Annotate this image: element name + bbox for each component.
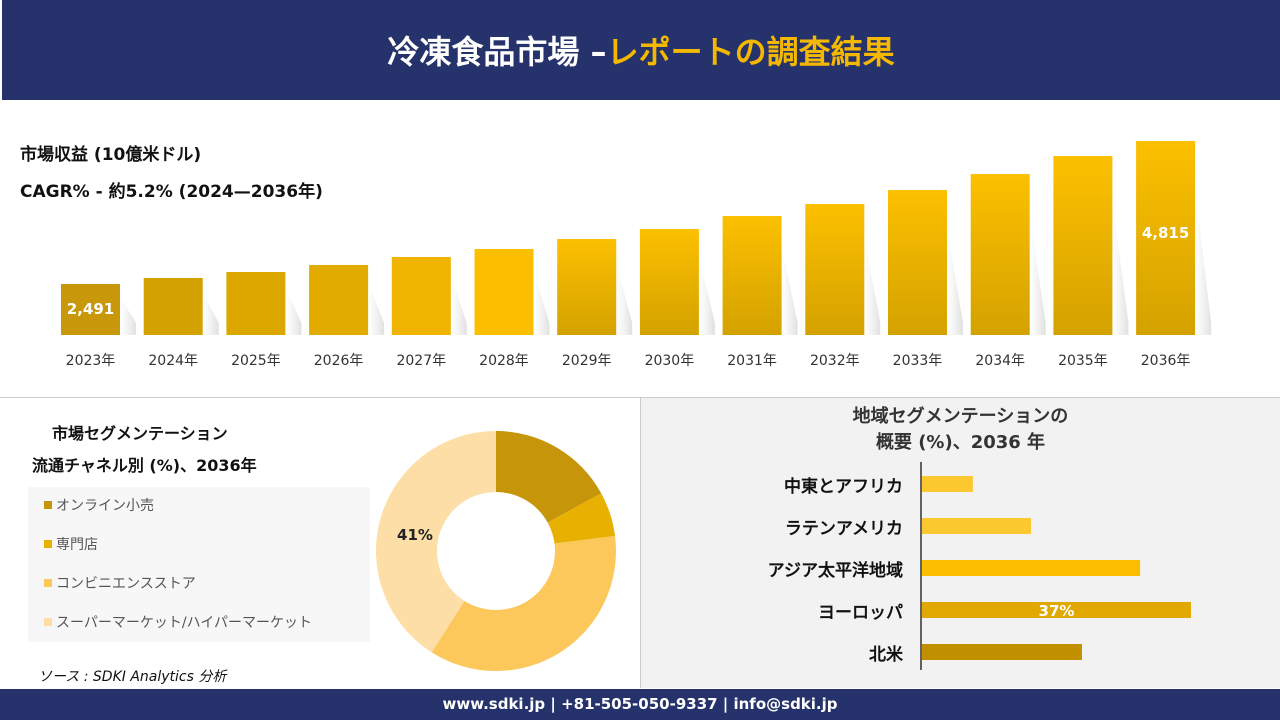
revenue-bar [226, 272, 286, 335]
year-label: 2036年 [1141, 353, 1191, 369]
bar-shadow [533, 270, 550, 335]
channel-title-1: 市場セグメンテーション [52, 424, 228, 443]
cagr-text: CAGR% - 約5.2% (2024—2036年) [20, 182, 323, 202]
legend-item: コンビニエンスストア [44, 573, 196, 593]
bar-shadow [1112, 200, 1129, 335]
region-bar-chart: 37% [920, 462, 1191, 670]
legend-swatch [44, 501, 52, 509]
region-label: 中東とアフリカ [784, 477, 903, 497]
bar-shadow [285, 287, 302, 335]
footer-contact: www.sdki.jp | +81-505-050-9337 | info@sd… [0, 689, 1280, 720]
legend-item: オンライン小売 [44, 495, 154, 515]
donut-slice [547, 493, 616, 544]
legend-swatch [44, 579, 52, 587]
region-data-label: 37% [1039, 602, 1075, 620]
revenue-bar [61, 284, 120, 335]
channel-title-2: 流通チャネル別 (%)、2036年 [32, 456, 257, 475]
bar-shadow [120, 296, 136, 335]
year-label: 2024年 [148, 353, 198, 369]
legend-label: コンビニエンスストア [56, 576, 196, 592]
revenue-bar [722, 216, 782, 335]
year-label: 2033年 [893, 353, 943, 369]
bar-shadow [781, 245, 798, 335]
region-bar [922, 644, 1082, 660]
header: 冷凍食品市場 – レポートの調査結果 [2, 0, 1280, 100]
region-title-1: 地域セグメンテーションの [852, 406, 1069, 427]
revenue-bar [143, 277, 203, 335]
donut-slice [496, 431, 602, 523]
revenue-bar [309, 264, 369, 335]
region-bar [922, 560, 1141, 576]
region-bar [922, 602, 1191, 618]
revenue-bar [888, 190, 947, 335]
revenue-bar [1136, 141, 1196, 335]
year-label: 2031年 [727, 353, 777, 369]
vertical-divider [640, 398, 641, 688]
region-bar [922, 476, 973, 492]
bar-shadow [698, 255, 715, 335]
channel-donut-chart: 41% [375, 431, 616, 671]
revenue-bar [1053, 156, 1113, 335]
bar-shadow [864, 236, 881, 335]
year-label: 2030年 [645, 353, 695, 369]
region-title-2: 概要 (%)、2036 年 [875, 432, 1046, 453]
donut-slice [375, 431, 496, 653]
year-label: 2029年 [562, 353, 612, 369]
year-label: 2026年 [314, 353, 364, 369]
region-bar [922, 518, 1032, 534]
year-label: 2032年 [810, 353, 860, 369]
year-label: 2035年 [1058, 353, 1108, 369]
legend-swatch [44, 540, 52, 548]
legend-item: 専門店 [44, 534, 98, 554]
legend-label: スーパーマーケット/ハイパーマーケット [56, 615, 313, 631]
source-note: ソース : SDKI Analytics 分析 [38, 669, 227, 685]
revenue-bar [805, 204, 865, 335]
region-label: ラテンアメリカ [784, 519, 903, 539]
data-label: 4,815 [1142, 224, 1189, 242]
title-main: 冷凍食品市場 – [387, 33, 607, 71]
bar-shadow [1029, 214, 1046, 335]
bar-shadow [1195, 189, 1212, 335]
revenue-bar [639, 228, 699, 335]
legend-item: スーパーマーケット/ハイパーマーケット [44, 612, 312, 632]
region-title: 地域セグメンテーションの 概要 (%)、2036 年 [641, 404, 1280, 456]
title-accent: レポートの調査結果 [606, 33, 895, 71]
region-section: 地域セグメンテーションの 概要 (%)、2036 年 中東とアフリカ ラテンアメリ… [641, 398, 1280, 688]
bar-shadow [947, 226, 963, 335]
data-label: 2,491 [67, 300, 114, 318]
channel-legend: オンライン小売 専門店コンビニエンスストアスーパーマーケット/ハイパーマーケット [28, 487, 370, 642]
legend-label: オンライン小売 [56, 498, 154, 514]
year-label: 2028年 [479, 353, 529, 369]
year-label: 2034年 [975, 353, 1025, 369]
revenue-bar [474, 248, 534, 335]
revenue-bar [557, 239, 617, 335]
donut-data-label: 41% [397, 526, 433, 544]
donut-slice [431, 535, 616, 671]
divider [0, 397, 1280, 398]
revenue-bar-chart: 2023年 2,491 2024年 2025年 2026年 2027年 2028年 2029年… [61, 141, 1212, 369]
year-label: 2023年 [66, 353, 116, 369]
bar-shadow [450, 276, 467, 335]
revenue-section: 市場収益 (10億米ドル) CAGR% - 約5.2% (2024—2036年)… [0, 100, 1280, 397]
region-label: 北米 [869, 645, 903, 665]
bar-shadow [368, 282, 385, 335]
bar-shadow [616, 263, 633, 335]
region-label: ヨーロッパ [818, 603, 903, 623]
revenue-bar [970, 174, 1030, 335]
revenue-bar [391, 256, 451, 335]
bar-shadow [202, 292, 219, 335]
year-label: 2025年 [231, 353, 281, 369]
year-label: 2027年 [396, 353, 446, 369]
region-label: アジア太平洋地域 [767, 561, 903, 581]
legend-label: 専門店 [56, 537, 98, 553]
legend-swatch [44, 618, 52, 626]
revenue-title: 市場収益 (10億米ドル) [20, 145, 202, 165]
